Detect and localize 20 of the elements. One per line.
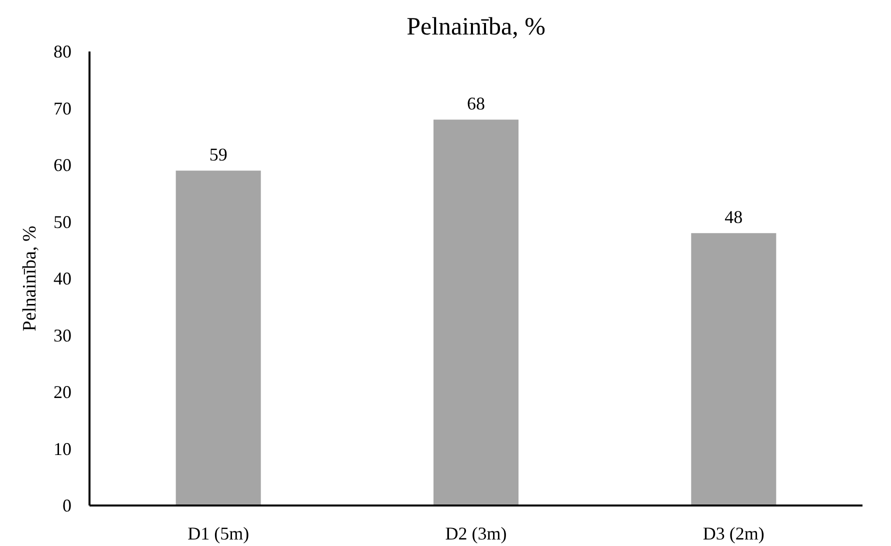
y-tick-label: 80 xyxy=(54,42,72,62)
y-tick-label: 20 xyxy=(54,382,72,402)
y-tick-label: 10 xyxy=(54,438,72,459)
bar xyxy=(433,120,519,506)
y-tick-label: 30 xyxy=(54,325,72,346)
data-label: 68 xyxy=(467,94,485,114)
y-tick-label: 40 xyxy=(54,268,72,288)
y-tick-label: 60 xyxy=(54,155,72,175)
bar xyxy=(691,233,776,506)
x-tick-label: D1 (5m) xyxy=(188,524,250,544)
x-tick-label: D2 (3m) xyxy=(445,524,507,544)
chart-title: Pelnainība, % xyxy=(406,14,546,40)
y-axis-title: Pelnainība, % xyxy=(20,226,40,332)
y-tick-label: 50 xyxy=(54,212,72,232)
data-label: 48 xyxy=(724,207,743,228)
y-tick-label: 0 xyxy=(62,496,72,516)
data-label: 59 xyxy=(209,144,228,165)
y-tick-label: 70 xyxy=(54,98,72,118)
bar xyxy=(176,170,261,506)
x-tick-label: D3 (2m) xyxy=(702,524,764,544)
